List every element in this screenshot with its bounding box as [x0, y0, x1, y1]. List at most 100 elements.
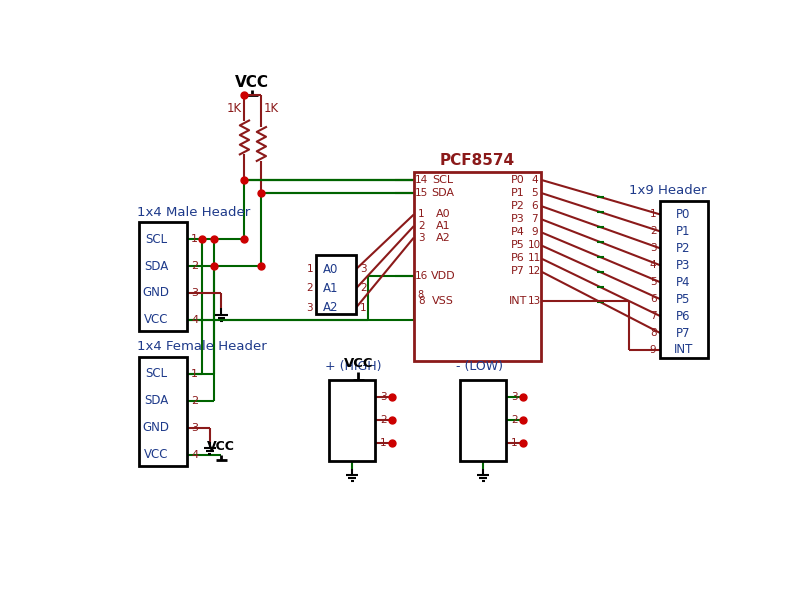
Bar: [316, 255, 356, 314]
Text: 2: 2: [306, 283, 313, 293]
Text: 2: 2: [418, 221, 425, 231]
Text: 2: 2: [191, 396, 198, 406]
Text: INT: INT: [674, 343, 693, 356]
Text: 6: 6: [650, 294, 656, 304]
Text: GND: GND: [142, 421, 170, 434]
Text: INT: INT: [509, 296, 527, 305]
Text: SCL: SCL: [145, 233, 167, 245]
Text: 1x9 Header: 1x9 Header: [629, 184, 706, 197]
Text: 1: 1: [360, 302, 366, 313]
Text: P0: P0: [511, 175, 525, 185]
Text: SDA: SDA: [144, 260, 168, 272]
Text: 1K: 1K: [264, 103, 279, 115]
Text: 16: 16: [415, 271, 428, 281]
Text: 8: 8: [650, 328, 656, 338]
Text: 3: 3: [418, 233, 425, 242]
Text: 5: 5: [650, 277, 656, 287]
Text: 9: 9: [650, 345, 656, 355]
Text: P3: P3: [676, 259, 690, 272]
Bar: [414, 172, 541, 361]
Text: 3: 3: [511, 392, 518, 402]
Text: 1: 1: [191, 234, 198, 244]
Text: VCC: VCC: [207, 440, 235, 453]
Text: P5: P5: [676, 293, 690, 305]
Text: A0: A0: [436, 209, 450, 220]
Text: 8: 8: [418, 296, 425, 305]
Text: P2: P2: [511, 201, 525, 211]
Text: 2: 2: [380, 415, 386, 425]
Text: - (LOW): - (LOW): [456, 359, 503, 373]
Text: 10: 10: [528, 240, 542, 250]
Text: VCC: VCC: [144, 448, 168, 461]
Text: 5: 5: [531, 188, 538, 198]
Text: 3: 3: [306, 302, 313, 313]
Text: 1K: 1K: [227, 103, 242, 115]
Text: 14: 14: [415, 175, 428, 185]
Text: 2: 2: [360, 283, 366, 293]
Text: 8: 8: [417, 290, 423, 299]
Text: 1x4 Male Header: 1x4 Male Header: [138, 206, 250, 218]
Text: 4: 4: [191, 315, 198, 325]
Text: A1: A1: [436, 221, 450, 231]
Text: VDD: VDD: [430, 271, 455, 281]
Text: 6: 6: [531, 201, 538, 211]
Text: VSS: VSS: [432, 296, 454, 305]
Text: 1: 1: [650, 209, 656, 220]
Text: P0: P0: [676, 208, 690, 221]
Text: P4: P4: [511, 227, 525, 237]
Text: 2: 2: [650, 226, 656, 236]
Text: SCL: SCL: [145, 367, 167, 380]
Text: P5: P5: [511, 240, 525, 250]
Text: A2: A2: [436, 233, 450, 242]
Bar: [139, 222, 186, 331]
Text: 7: 7: [531, 214, 538, 224]
Text: P2: P2: [676, 242, 690, 255]
Text: P1: P1: [676, 225, 690, 238]
Text: + (HIGH): + (HIGH): [326, 359, 382, 373]
Text: PCF8574: PCF8574: [440, 153, 515, 168]
Text: 1: 1: [418, 209, 425, 220]
Text: 3: 3: [191, 423, 198, 433]
Text: P6: P6: [511, 253, 525, 263]
Text: 7: 7: [650, 311, 656, 321]
Text: 3: 3: [191, 288, 198, 298]
Text: 1: 1: [380, 438, 386, 448]
Text: 4: 4: [191, 449, 198, 460]
Bar: [660, 200, 708, 358]
Text: 2: 2: [511, 415, 518, 425]
Bar: [329, 380, 375, 461]
Text: P7: P7: [676, 326, 690, 340]
Text: 1: 1: [191, 369, 198, 379]
Text: P1: P1: [511, 188, 525, 198]
Bar: [139, 357, 186, 466]
Text: P6: P6: [676, 310, 690, 323]
Text: SCL: SCL: [433, 175, 454, 185]
Text: SDA: SDA: [432, 188, 454, 198]
Text: 1: 1: [306, 264, 313, 274]
Text: 1: 1: [511, 438, 518, 448]
Text: GND: GND: [142, 286, 170, 299]
Text: 3: 3: [380, 392, 386, 402]
Text: 4: 4: [531, 175, 538, 185]
Text: SDA: SDA: [144, 394, 168, 407]
Text: 11: 11: [528, 253, 542, 263]
Text: 3: 3: [360, 264, 366, 274]
Text: 2: 2: [191, 261, 198, 271]
Text: P4: P4: [676, 276, 690, 289]
Text: A0: A0: [323, 263, 338, 275]
Text: P3: P3: [511, 214, 525, 224]
Text: VCC: VCC: [344, 358, 373, 370]
Bar: [460, 380, 506, 461]
Text: A2: A2: [323, 301, 338, 314]
Text: 13: 13: [528, 296, 542, 305]
Text: VCC: VCC: [235, 75, 269, 90]
Text: VCC: VCC: [144, 313, 168, 326]
Text: 9: 9: [531, 227, 538, 237]
Text: 1x4 Female Header: 1x4 Female Header: [138, 340, 267, 353]
Text: A1: A1: [323, 282, 338, 295]
Text: 4: 4: [650, 260, 656, 270]
Text: P7: P7: [511, 266, 525, 277]
Text: 15: 15: [415, 188, 428, 198]
Text: 12: 12: [528, 266, 542, 277]
Text: 3: 3: [650, 244, 656, 253]
